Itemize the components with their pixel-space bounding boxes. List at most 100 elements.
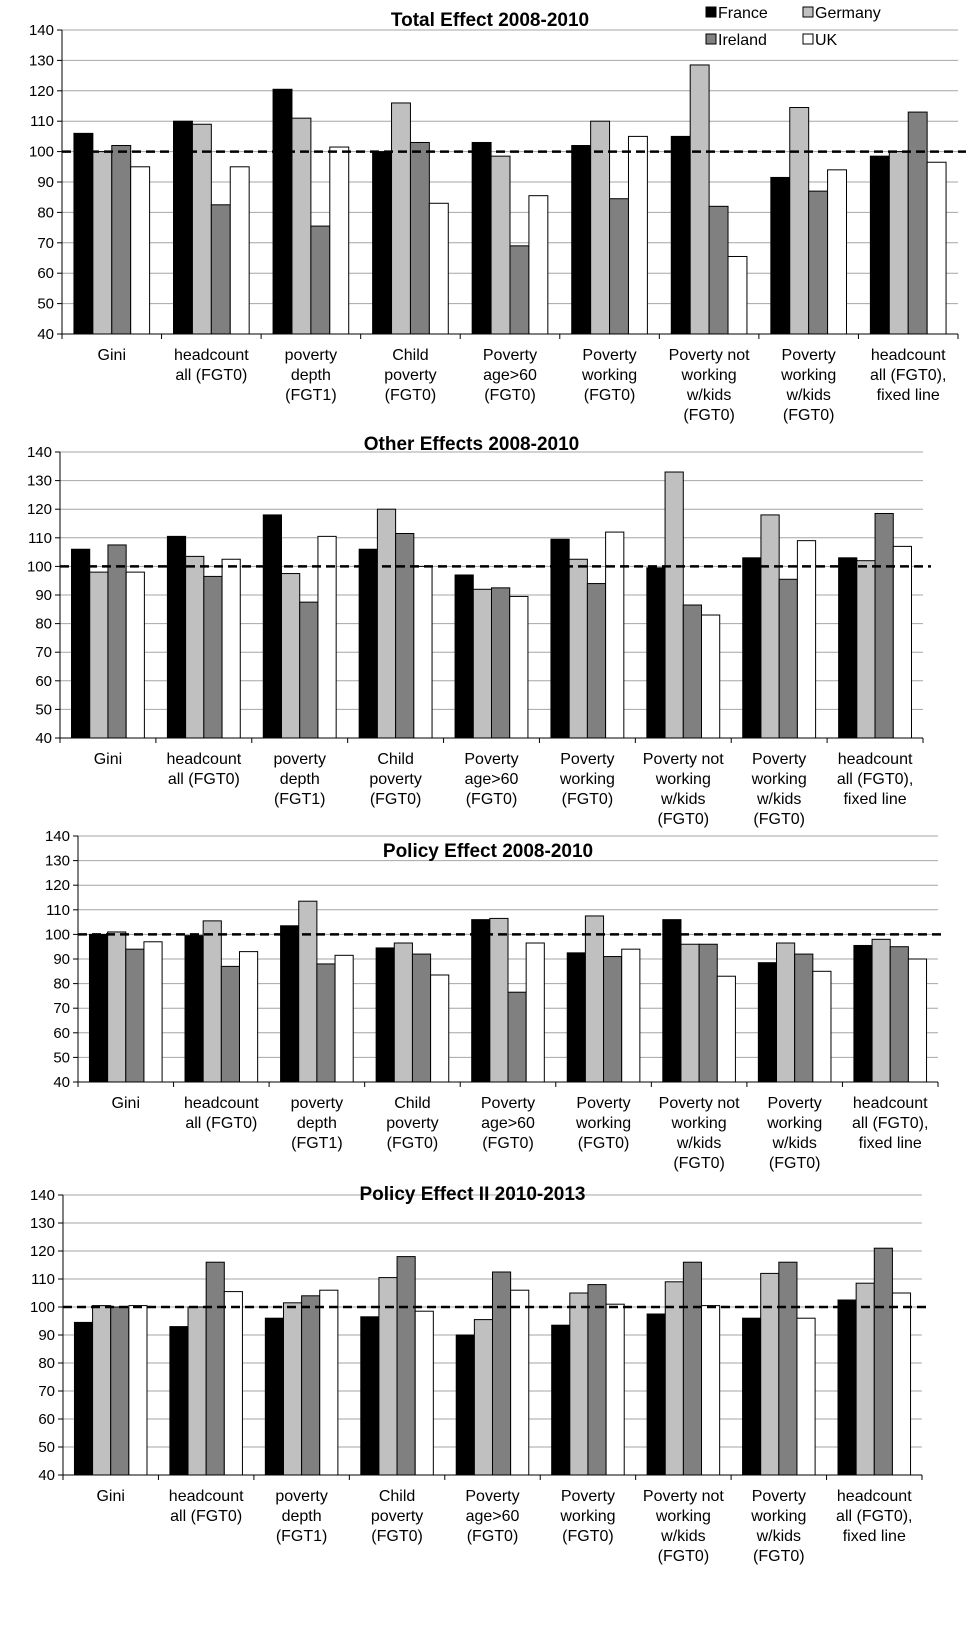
bar-france-2 [173, 120, 193, 335]
category-label: Gini [94, 751, 122, 768]
chart-title: Policy Effect II 2010-2013 [359, 1184, 585, 1205]
category-label: headcount all (FGT0) [169, 1488, 244, 1525]
bar-germany-1 [92, 1305, 112, 1476]
bar-france-6 [551, 1324, 571, 1476]
category-label: Gini [98, 347, 126, 364]
bar-uk-4 [414, 1310, 434, 1476]
y-tick-label: 50 [53, 1049, 70, 1066]
category-label: Poverty age>60 (FGT0) [464, 751, 518, 808]
bar-uk-2 [223, 1291, 243, 1476]
y-tick-label: 90 [53, 951, 70, 968]
y-tick-label: 100 [45, 926, 70, 943]
bar-ireland-9 [889, 946, 909, 1083]
bar-france-8 [742, 557, 762, 739]
bar-ireland-6 [586, 583, 607, 739]
bar-germany-8 [760, 514, 780, 739]
bar-germany-6 [584, 915, 605, 1083]
bar-ireland-8 [808, 190, 829, 335]
bar-france-4 [372, 151, 393, 335]
bar-ireland-7 [682, 604, 702, 739]
bar-france-8 [757, 962, 778, 1083]
bar-uk-9 [891, 1292, 912, 1476]
bar-ireland-2 [210, 204, 231, 335]
y-tick-label: 140 [29, 22, 54, 39]
bar-germany-1 [89, 571, 109, 739]
chart-title: Total Effect 2008-2010 [391, 10, 589, 31]
bar-uk-5 [525, 942, 545, 1083]
bar-germany-7 [689, 64, 710, 335]
category-label: Child poverty (FGT0) [384, 347, 436, 404]
bar-germany-7 [680, 943, 700, 1083]
bar-ireland-1 [110, 1306, 130, 1476]
bar-uk-5 [528, 195, 549, 335]
category-label: Poverty working (FGT0) [575, 1095, 631, 1152]
bar-germany-5 [490, 155, 511, 335]
bar-uk-2 [229, 166, 250, 335]
y-tick-label: 100 [27, 558, 52, 575]
bar-france-6 [550, 538, 570, 739]
y-tick-label: 110 [46, 902, 70, 919]
bar-france-9 [838, 557, 858, 739]
bar-uk-7 [701, 1305, 721, 1476]
bar-germany-8 [776, 942, 796, 1083]
bar-ireland-4 [396, 1256, 416, 1476]
y-tick-label: 130 [27, 473, 52, 490]
y-tick-label: 80 [38, 1355, 55, 1372]
bar-ireland-3 [310, 225, 331, 335]
bar-germany-7 [664, 471, 684, 739]
bar-uk-1 [130, 166, 151, 335]
bar-uk-6 [627, 135, 648, 335]
legend-label-germany: Germany [815, 5, 881, 22]
y-tick-label: 120 [30, 1243, 55, 1260]
bar-france-5 [454, 574, 474, 739]
bar-uk-7 [716, 975, 736, 1083]
bar-germany-4 [393, 942, 413, 1083]
y-tick-label: 120 [45, 877, 70, 894]
bar-france-9 [837, 1299, 857, 1476]
y-tick-label: 70 [38, 1383, 55, 1400]
y-tick-label: 40 [35, 730, 52, 747]
bar-ireland-6 [603, 956, 623, 1083]
bar-ireland-9 [873, 1247, 893, 1476]
bar-france-7 [646, 567, 666, 739]
category-label: Gini [112, 1095, 140, 1112]
category-label: Poverty working w/kids (FGT0) [766, 1095, 822, 1172]
y-tick-label: 80 [37, 204, 54, 221]
bar-germany-9 [871, 938, 891, 1083]
y-tick-label: 120 [27, 501, 52, 518]
bar-uk-6 [621, 948, 641, 1083]
bar-ireland-6 [609, 198, 629, 335]
bar-uk-1 [125, 571, 145, 739]
bar-uk-6 [605, 531, 625, 739]
y-tick-label: 130 [45, 853, 70, 870]
y-tick-label: 110 [31, 1271, 55, 1288]
bar-germany-6 [568, 558, 588, 739]
bar-uk-8 [796, 1317, 816, 1476]
legend-swatch-uk [802, 33, 814, 45]
bar-ireland-5 [509, 245, 530, 335]
category-label: Poverty not working w/kids (FGT0) [643, 1488, 724, 1565]
bar-germany-2 [191, 123, 212, 335]
category-label: headcount all (FGT0) [166, 751, 241, 788]
bar-germany-4 [391, 102, 411, 335]
bar-ireland-8 [794, 953, 814, 1083]
category-label: Poverty working w/kids (FGT0) [780, 347, 836, 424]
category-label: headcount all (FGT0), fixed line [837, 751, 913, 808]
bar-uk-3 [334, 954, 354, 1083]
category-label: poverty depth (FGT1) [275, 1488, 327, 1545]
category-label: headcount all (FGT0) [184, 1095, 259, 1132]
bar-germany-5 [489, 917, 509, 1083]
category-label: Poverty not working w/kids (FGT0) [643, 751, 724, 828]
y-tick-label: 40 [53, 1074, 70, 1091]
bar-germany-5 [472, 588, 492, 739]
y-tick-label: 40 [38, 1467, 55, 1484]
y-tick-label: 40 [37, 326, 54, 343]
y-tick-label: 140 [30, 1187, 55, 1204]
bar-ireland-4 [395, 533, 415, 739]
bar-ireland-9 [874, 512, 894, 739]
y-tick-label: 110 [28, 530, 52, 547]
bar-france-6 [566, 952, 586, 1083]
bar-uk-1 [128, 1305, 148, 1476]
bar-france-3 [262, 514, 283, 739]
